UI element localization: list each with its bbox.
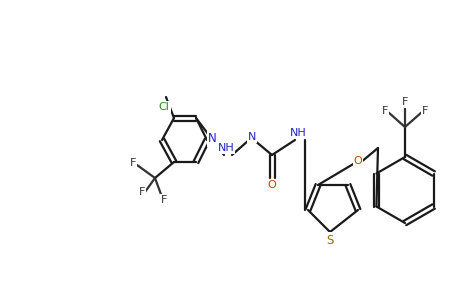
Text: N: N bbox=[208, 133, 216, 146]
Text: S: S bbox=[326, 234, 334, 247]
Text: N: N bbox=[248, 132, 256, 142]
Text: NH: NH bbox=[290, 128, 306, 138]
Text: F: F bbox=[130, 158, 136, 168]
Text: F: F bbox=[161, 195, 167, 205]
Text: F: F bbox=[422, 106, 428, 116]
Text: F: F bbox=[139, 187, 145, 197]
Text: O: O bbox=[353, 156, 362, 166]
Text: F: F bbox=[382, 106, 388, 116]
Text: Cl: Cl bbox=[159, 102, 169, 112]
Text: F: F bbox=[402, 97, 408, 107]
Text: O: O bbox=[268, 180, 276, 190]
Text: NH: NH bbox=[218, 143, 234, 153]
